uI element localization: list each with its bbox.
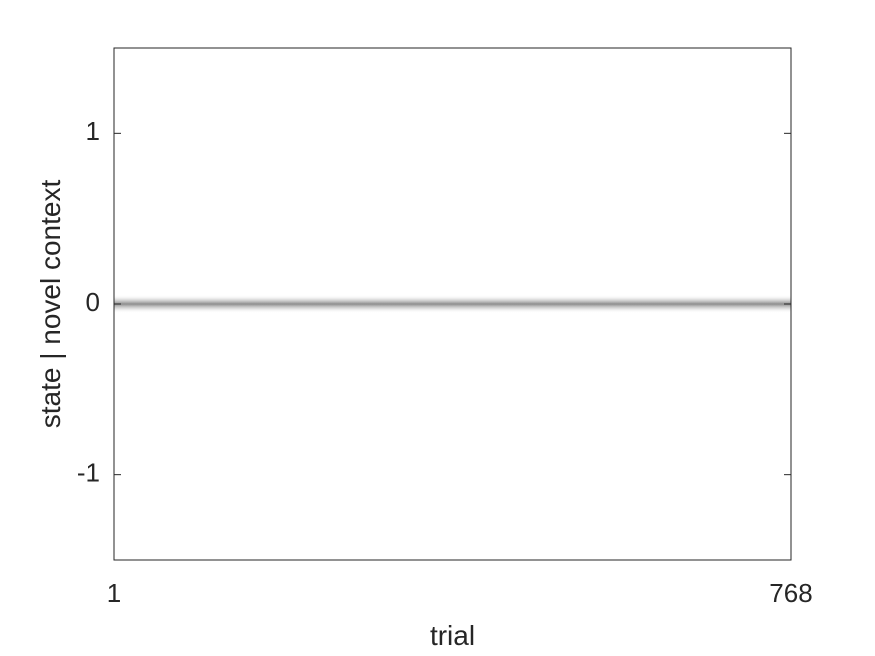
y-tick-label: -1 xyxy=(77,458,100,488)
x-tick-label: 768 xyxy=(769,578,812,608)
y-axis-label: state | novel context xyxy=(35,180,66,429)
y-tick-label: 1 xyxy=(86,116,100,146)
x-tick-label: 1 xyxy=(107,578,121,608)
density-layer xyxy=(114,295,791,313)
density-band xyxy=(114,295,791,313)
x-axis-label: trial xyxy=(430,620,475,651)
tick-marks xyxy=(113,48,792,560)
y-tick-label: 0 xyxy=(86,287,100,317)
